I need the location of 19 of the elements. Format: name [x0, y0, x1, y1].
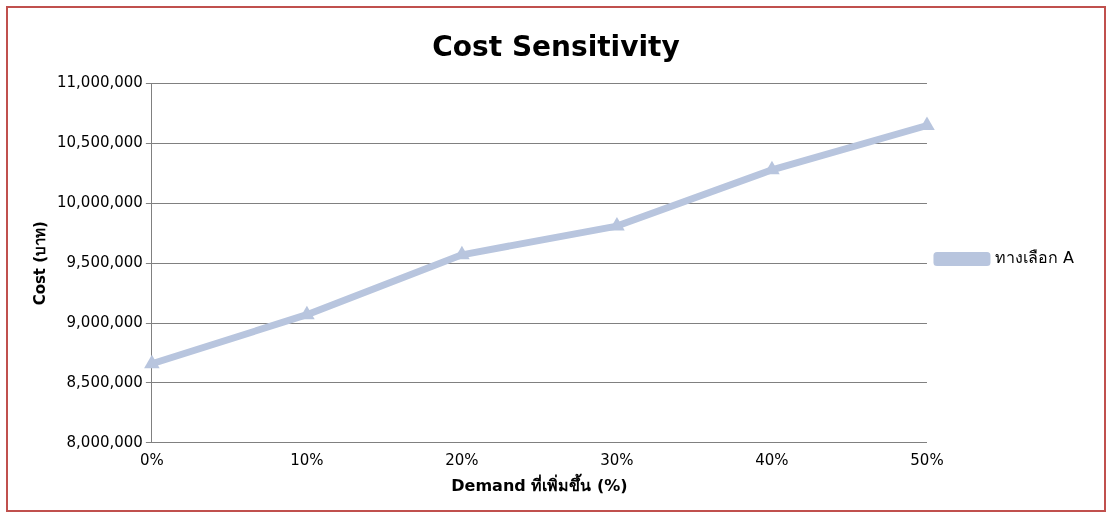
point	[609, 217, 625, 231]
y-tick-label: 11,000,000	[56, 73, 143, 92]
y-tick-label: 9,000,000	[66, 312, 143, 331]
x-tick-label: 20%	[445, 450, 479, 469]
x-axis-title: Demand ที่เพิ่มขึ้น (%)	[451, 472, 628, 495]
y-tick-label: 9,500,000	[66, 253, 143, 272]
legend-label: ทางเลือก A	[994, 248, 1075, 268]
chart-title: Cost Sensitivity	[432, 30, 680, 64]
x-tick-label: 50%	[910, 450, 944, 469]
x-tick-label: 0%	[139, 450, 164, 469]
x-tick-label: 30%	[600, 450, 634, 469]
y-tick-label: 10,500,000	[56, 133, 143, 152]
point	[144, 354, 160, 369]
y-tick-label: 10,000,000	[56, 193, 143, 212]
x-tick-label: 40%	[755, 450, 789, 469]
y-tick-label: 8,500,000	[66, 372, 143, 391]
y-axis-title: Cost (บาท)	[30, 221, 49, 306]
x-tick-label: 10%	[290, 450, 324, 469]
y-tick-label: 8,000,000	[66, 432, 143, 451]
